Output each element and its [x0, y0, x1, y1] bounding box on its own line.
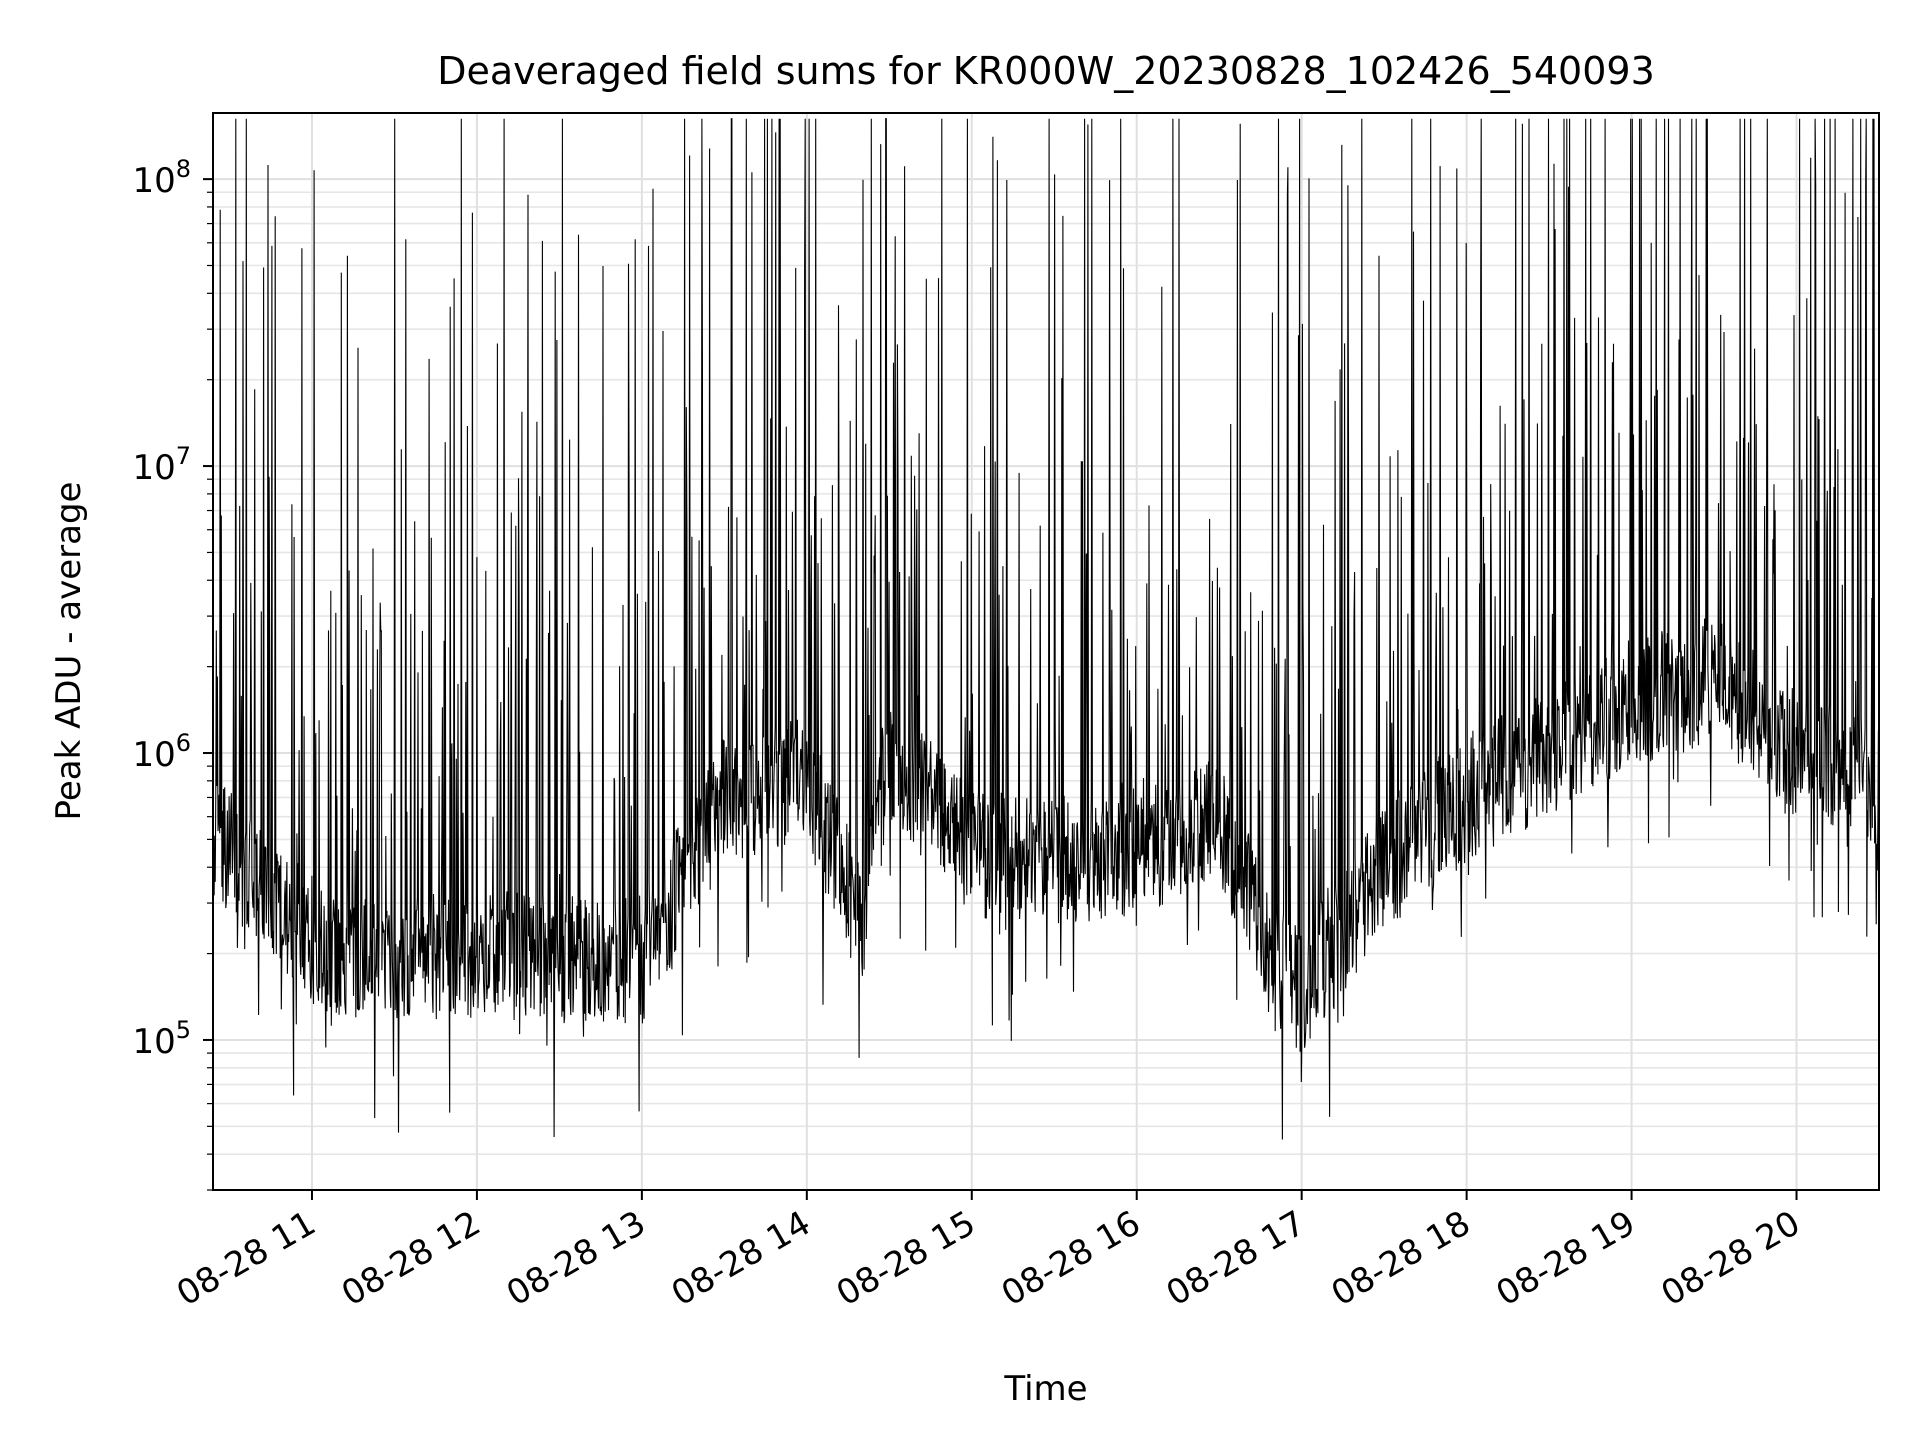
x-tick-label: 08-28 11: [170, 1203, 322, 1314]
x-axis: 08-28 11 08-28 12 08-28 13 08-28 14 08-28 15…: [170, 1190, 1807, 1314]
x-tick-label: 08-28 17: [1160, 1203, 1312, 1314]
y-tick-label: 106: [132, 729, 191, 775]
x-tick-label: 08-28 20: [1655, 1203, 1807, 1314]
y-tick-label: 105: [132, 1016, 191, 1062]
x-tick-label: 08-28 12: [335, 1203, 487, 1314]
x-tick-label: 08-28 13: [500, 1203, 652, 1314]
y-axis: 105 106 107 108: [132, 155, 213, 1191]
x-axis-label: Time: [1003, 1369, 1087, 1409]
plot-area: [212, 112, 1880, 1191]
x-tick-label: 08-28 19: [1490, 1203, 1642, 1314]
y-tick-label: 107: [132, 442, 191, 488]
x-tick-label: 08-28 14: [665, 1203, 817, 1314]
x-tick-label: 08-28 18: [1325, 1203, 1477, 1314]
x-tick-label: 08-28 16: [995, 1203, 1147, 1314]
x-tick-label: 08-28 15: [830, 1203, 982, 1314]
series-line: [212, 118, 1880, 1140]
y-axis-label: Peak ADU - average: [49, 482, 89, 821]
data-series: [212, 118, 1880, 1140]
y-tick-label: 108: [132, 155, 191, 201]
chart-title: Deaveraged field sums for KR000W_2023082…: [437, 49, 1655, 93]
